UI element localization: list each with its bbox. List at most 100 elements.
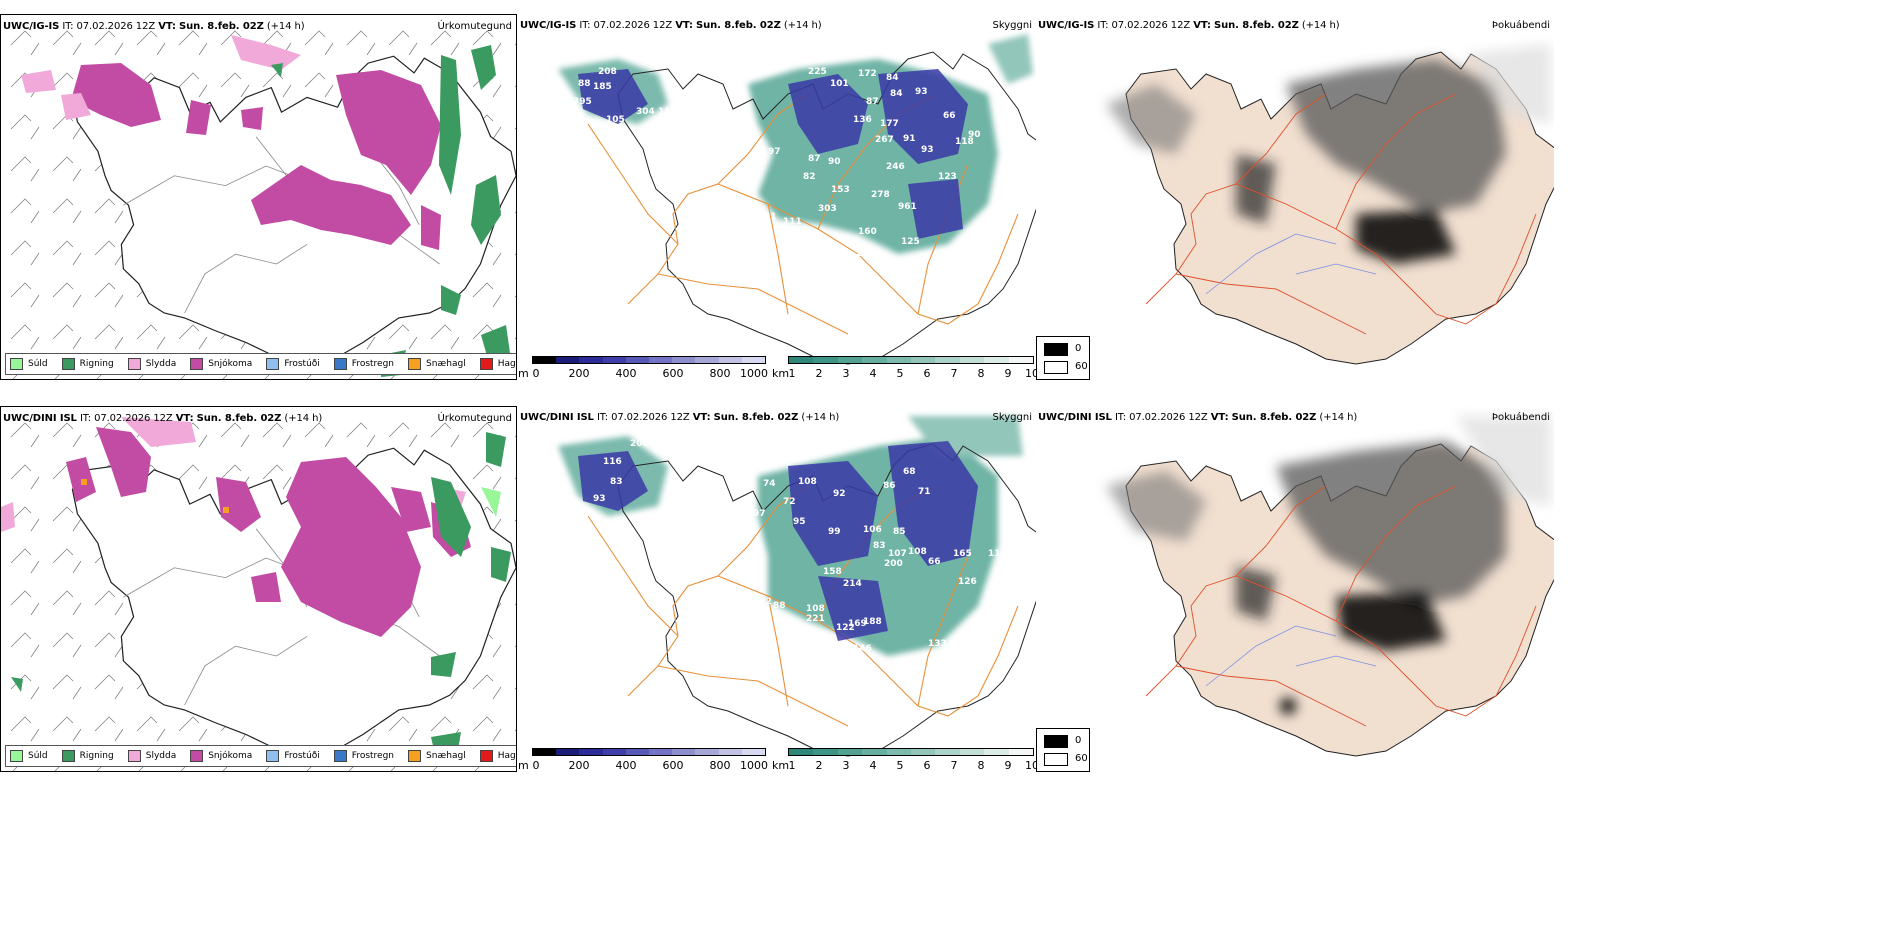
ceiling-value-label: 101: [830, 79, 849, 89]
legend-item: Frostúði: [266, 358, 320, 370]
road-network: [1145, 93, 1537, 335]
ceiling-value-label: 108: [908, 547, 927, 557]
ceiling-areas: [578, 69, 968, 239]
legend-label: 0: [1075, 735, 1082, 746]
legend-swatch: [1044, 361, 1068, 374]
colorbar-segment: [1008, 357, 1034, 363]
tick-label: 200: [568, 759, 590, 772]
colorbar-segment: [579, 749, 603, 755]
ceiling-value-label: 118: [955, 137, 974, 147]
ceiling-colorbar-strip: [532, 748, 766, 756]
ceiling-value-label: 111: [783, 217, 802, 227]
visibility-unit: km: [772, 759, 790, 772]
panel-title: Skyggni: [992, 412, 1032, 423]
tick-label: 8: [977, 759, 985, 772]
fog-legend: 0 60: [1036, 728, 1090, 772]
legend-item: Snæhagl: [408, 750, 466, 762]
colorbar-segment: [579, 357, 603, 363]
precip-type-panel-bottom: UWC/DINI ISL IT: 07.02.2026 12Z VT: Sun.…: [0, 406, 517, 772]
fog-map-top: [1106, 44, 1554, 365]
legend-item: Haglél: [479, 358, 516, 370]
snow-pellet-spots: [81, 479, 229, 513]
tick-label: 3: [842, 367, 850, 380]
tick-label: 4: [869, 367, 877, 380]
tick-label: 8: [977, 367, 985, 380]
colorbar-segment: [911, 357, 936, 363]
legend-item: Frostregn: [333, 358, 394, 370]
colorbar-segment: [695, 357, 719, 363]
ceiling-value-label: 121: [758, 212, 777, 222]
tick-label: 10: [1025, 367, 1036, 380]
ceiling-value-label: 165: [953, 549, 972, 559]
ceiling-value-label: 86: [883, 481, 896, 491]
colorbar-segment: [718, 357, 742, 363]
colorbar-segment: [886, 749, 912, 755]
colorbar-segment: [789, 357, 814, 363]
colorbar-segment: [862, 749, 887, 755]
ceiling-value-label: 74: [763, 479, 776, 489]
tick-label: 600: [662, 367, 684, 380]
legend-swatch: [266, 750, 280, 762]
legend-item: Slydda: [127, 358, 176, 370]
panel-header: UWC/IG-IS IT: 07.02.2026 12Z VT: Sun. 8.…: [3, 21, 305, 32]
colorbar-segment: [672, 357, 696, 363]
ceiling-value-label: 92: [833, 489, 846, 499]
ceiling-colorbar-strip: [532, 356, 766, 364]
panel-header: UWC/DINI ISL IT: 07.02.2026 12Z VT: Sun.…: [520, 412, 840, 423]
tick-label: 7: [950, 367, 958, 380]
ceiling-value-label: 267: [875, 135, 894, 145]
colorbar-segment: [649, 749, 673, 755]
ceiling-unit: m: [518, 367, 529, 380]
colorbar-segment: [984, 749, 1009, 755]
tick-label: 0: [532, 367, 540, 380]
road-network: [1145, 485, 1537, 727]
colorbar-segment: [789, 749, 814, 755]
visibility-unit: km: [772, 367, 790, 380]
colorbar-segment: [649, 357, 673, 363]
ceiling-value-label: 71: [918, 487, 931, 497]
ceiling-value-label: 395: [573, 97, 592, 107]
ceiling-value-label: 83: [610, 477, 623, 487]
legend-swatch: [333, 750, 347, 762]
panel-header: UWC/IG-IS IT: 07.02.2026 12Z VT: Sun. 8.…: [1038, 20, 1340, 31]
ceiling-value-label: 208: [598, 67, 617, 77]
legend-swatch: [479, 750, 493, 762]
ceiling-value-label: 106: [863, 525, 882, 535]
tick-label: 9: [1004, 367, 1012, 380]
tick-label: 1: [788, 367, 796, 380]
ceiling-value-label: 196: [733, 589, 752, 599]
visibility-colorbar-strip: [788, 356, 1034, 364]
tick-label: 3: [842, 759, 850, 772]
colorbar-segment: [602, 749, 626, 755]
ceiling-value-label: 66: [928, 557, 941, 567]
snow-areas: [71, 63, 441, 250]
legend-swatch: [190, 750, 204, 762]
legend-label: 0: [1075, 343, 1082, 354]
ceiling-value-label: 113: [658, 107, 677, 117]
fog-map-bottom: [1106, 416, 1554, 757]
tick-label: 600: [662, 759, 684, 772]
legend-swatch: [408, 358, 422, 370]
legend-swatch: [10, 750, 23, 762]
legend-item: Frostregn: [333, 750, 394, 762]
ceiling-value-label: 160: [858, 227, 877, 237]
ceiling-value-label: 68: [903, 467, 916, 477]
ceiling-value-label: 88: [578, 79, 591, 89]
colorbar-segment: [741, 749, 766, 755]
colorbar-segment: [959, 357, 985, 363]
precip-map-top: [1, 15, 516, 379]
tick-label: 2: [815, 759, 823, 772]
ceiling-value-label: 90: [828, 157, 841, 167]
tick-label: 1000: [740, 759, 768, 772]
ceiling-value-label: 91: [903, 134, 916, 144]
tick-label: 1: [788, 759, 796, 772]
ceiling-colorbar: m 0 200 400 600 800 1000: [518, 356, 770, 380]
ceiling-areas: [578, 441, 978, 641]
tick-label: 6: [923, 367, 931, 380]
ceiling-value-label: 108: [806, 604, 825, 614]
tick-label: 1000: [740, 367, 768, 380]
ceiling-value-label: 87: [866, 97, 879, 107]
ceiling-value-label: 146: [853, 644, 872, 654]
colorbar-segment: [935, 357, 960, 363]
